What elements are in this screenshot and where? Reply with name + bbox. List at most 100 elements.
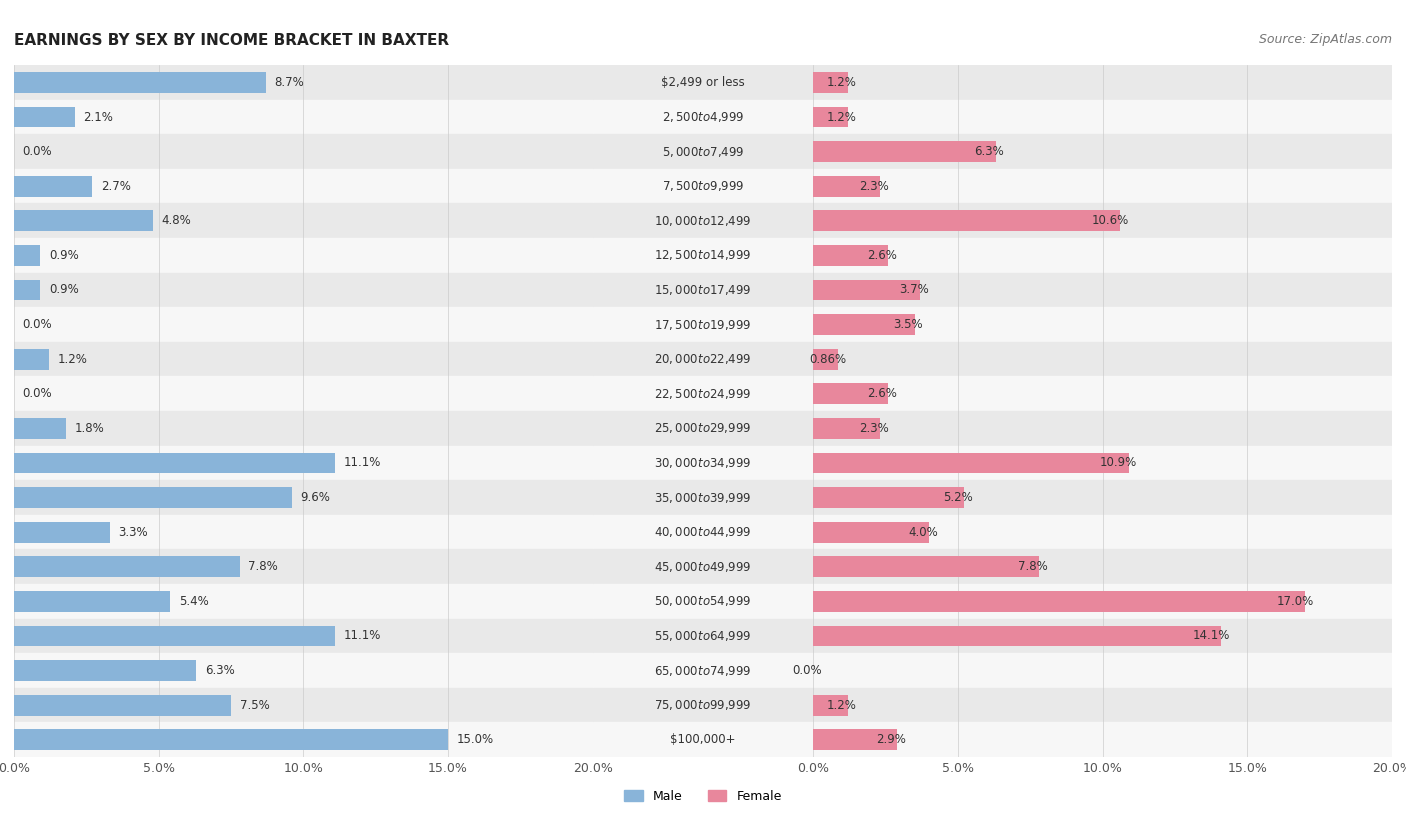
Text: 15.0%: 15.0% — [457, 733, 494, 746]
Bar — [813, 591, 1305, 611]
Bar — [813, 480, 1392, 514]
Text: 0.0%: 0.0% — [22, 318, 52, 331]
Bar — [593, 238, 813, 273]
Bar — [813, 556, 1039, 577]
Bar — [593, 65, 813, 99]
Text: $10,000 to $12,499: $10,000 to $12,499 — [654, 214, 752, 228]
Text: $65,000 to $74,999: $65,000 to $74,999 — [654, 663, 752, 677]
Text: 1.2%: 1.2% — [827, 76, 856, 89]
Text: 2.6%: 2.6% — [868, 249, 897, 262]
Text: $2,500 to $4,999: $2,500 to $4,999 — [662, 110, 744, 124]
Bar — [593, 411, 813, 445]
Bar — [593, 653, 813, 688]
Text: 0.0%: 0.0% — [793, 664, 823, 677]
Bar — [14, 625, 335, 646]
Bar — [813, 314, 914, 335]
Bar — [14, 279, 41, 300]
Bar — [813, 273, 1392, 307]
Bar — [593, 99, 813, 134]
Text: 10.6%: 10.6% — [1091, 214, 1129, 227]
Text: 1.2%: 1.2% — [58, 352, 87, 365]
Bar — [813, 487, 963, 508]
Text: 3.7%: 3.7% — [900, 283, 929, 296]
Bar — [813, 99, 1392, 134]
Bar — [813, 176, 880, 196]
Bar — [813, 348, 838, 370]
Text: 11.1%: 11.1% — [344, 457, 381, 470]
Bar — [14, 238, 593, 273]
Bar — [14, 653, 593, 688]
Text: 2.6%: 2.6% — [868, 387, 897, 400]
Bar — [14, 584, 593, 619]
Bar — [813, 107, 848, 127]
Bar — [813, 204, 1392, 238]
Bar — [14, 514, 593, 549]
Text: $5,000 to $7,499: $5,000 to $7,499 — [662, 145, 744, 159]
Text: $55,000 to $64,999: $55,000 to $64,999 — [654, 629, 752, 643]
Bar — [593, 480, 813, 514]
Bar — [813, 584, 1392, 619]
Bar — [813, 383, 889, 404]
Text: $12,500 to $14,999: $12,500 to $14,999 — [654, 248, 752, 262]
Text: 4.0%: 4.0% — [908, 526, 938, 539]
Bar — [813, 376, 1392, 411]
Bar — [14, 168, 593, 204]
Bar — [813, 619, 1392, 653]
Bar — [813, 65, 1392, 99]
Text: $7,500 to $9,999: $7,500 to $9,999 — [662, 179, 744, 193]
Bar — [14, 245, 41, 265]
Bar — [14, 107, 75, 127]
Text: 2.3%: 2.3% — [859, 422, 889, 435]
Text: 2.7%: 2.7% — [101, 180, 131, 193]
Bar — [14, 376, 593, 411]
Bar — [14, 418, 66, 439]
Text: $25,000 to $29,999: $25,000 to $29,999 — [654, 422, 752, 435]
Bar — [593, 342, 813, 376]
Text: 7.8%: 7.8% — [1018, 560, 1047, 573]
Bar — [14, 660, 197, 681]
Text: 17.0%: 17.0% — [1277, 595, 1313, 608]
Text: 0.9%: 0.9% — [49, 283, 79, 296]
Text: $100,000+: $100,000+ — [671, 733, 735, 746]
Bar — [813, 245, 889, 265]
Text: 4.8%: 4.8% — [162, 214, 191, 227]
Text: $50,000 to $54,999: $50,000 to $54,999 — [654, 594, 752, 608]
Bar — [14, 307, 593, 342]
Bar — [813, 653, 1392, 688]
Text: 5.2%: 5.2% — [942, 491, 973, 504]
Bar — [813, 418, 880, 439]
Bar — [593, 619, 813, 653]
Bar — [14, 204, 593, 238]
Text: 8.7%: 8.7% — [274, 76, 304, 89]
Bar — [813, 625, 1222, 646]
Bar — [14, 65, 593, 99]
Text: 0.86%: 0.86% — [810, 352, 846, 365]
Bar — [813, 342, 1392, 376]
Bar — [14, 99, 593, 134]
Text: Source: ZipAtlas.com: Source: ZipAtlas.com — [1258, 33, 1392, 46]
Bar — [593, 307, 813, 342]
Text: 0.0%: 0.0% — [22, 145, 52, 158]
Text: $45,000 to $49,999: $45,000 to $49,999 — [654, 560, 752, 574]
Bar — [14, 210, 153, 231]
Text: $30,000 to $34,999: $30,000 to $34,999 — [654, 456, 752, 470]
Bar — [813, 688, 1392, 723]
Bar — [14, 411, 593, 445]
Text: 9.6%: 9.6% — [301, 491, 330, 504]
Text: 0.0%: 0.0% — [22, 387, 52, 400]
Bar — [14, 72, 266, 93]
Bar — [14, 694, 231, 716]
Bar — [813, 549, 1392, 584]
Bar — [813, 168, 1392, 204]
Text: 11.1%: 11.1% — [344, 629, 381, 642]
Text: 7.8%: 7.8% — [249, 560, 278, 573]
Bar — [813, 723, 1392, 757]
Text: $35,000 to $39,999: $35,000 to $39,999 — [654, 491, 752, 505]
Bar — [593, 584, 813, 619]
Legend: Male, Female: Male, Female — [619, 785, 787, 807]
Bar — [813, 411, 1392, 445]
Bar — [14, 591, 170, 611]
Bar — [593, 549, 813, 584]
Bar — [14, 134, 593, 168]
Bar — [813, 141, 995, 162]
